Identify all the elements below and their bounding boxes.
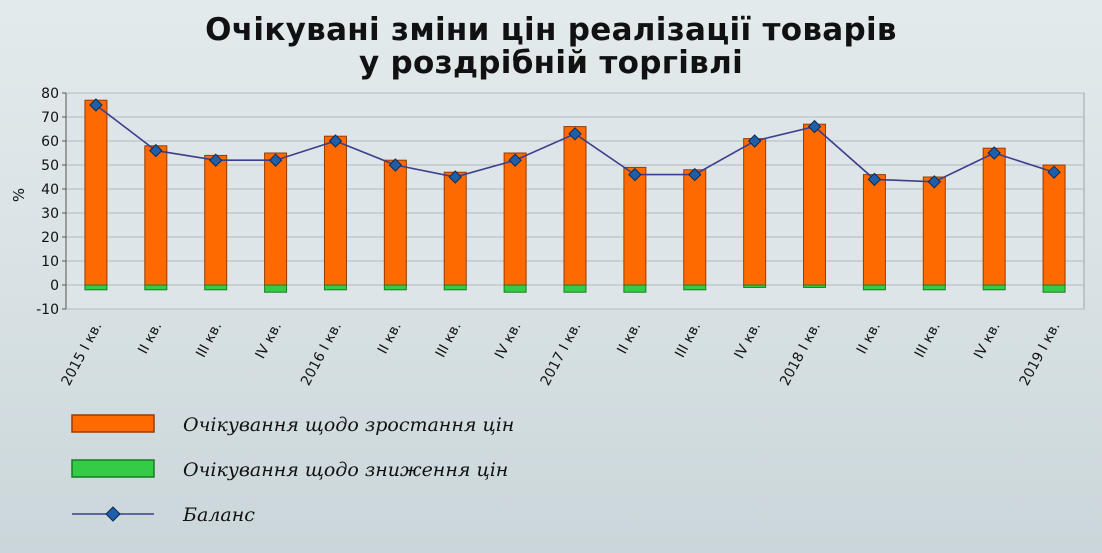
y-tick-label: -10 [36,302,59,318]
x-tick-label: III кв. [193,319,225,360]
bar-growth [623,166,647,286]
x-tick-label: 2017 I кв. [538,319,585,388]
balance-point [747,134,762,148]
legend-label-decline: Очікування щодо зниження цін [183,459,508,481]
bar-decline [383,284,407,291]
bar-decline [922,284,946,291]
balance-point [807,119,822,134]
bar-growth [803,123,827,286]
y-tick-label: 10 [41,254,59,270]
x-tick-label: II кв. [375,319,405,356]
chart-title: Очікувані зміни цін реалізації товарів у… [0,14,1102,80]
bar-growth [264,152,288,286]
x-tick-label: IV кв. [971,319,1004,361]
y-tick-label: 80 [41,86,59,102]
y-axis-label: % [10,188,28,202]
bar-decline [84,284,108,291]
balance-point [987,146,1001,160]
bar-decline [503,284,527,293]
balance-point [628,167,642,182]
x-tick-label: III кв. [433,319,465,360]
bar-growth [204,154,228,286]
x-tick-label: II кв. [135,319,165,356]
balance-point [927,175,942,189]
bar-decline [264,284,288,293]
x-tick-label: 2019 I кв. [1017,319,1064,388]
balance-point [89,98,103,112]
bar-decline [563,284,587,293]
bar-decline [204,284,228,291]
bar-growth [1042,164,1066,286]
x-tick-label: 2016 I кв. [298,319,345,388]
balance-point [1047,165,1061,179]
bar-growth [743,138,767,286]
bar-decline [623,284,647,293]
bar-decline [803,284,827,288]
balance-point [568,127,582,141]
bar-decline [862,284,886,291]
balance-point [388,158,403,172]
bar-decline [743,284,767,288]
x-tick-label: 2018 I кв. [777,319,824,388]
balance-point [448,170,462,184]
x-tick-label: 2015 I кв. [59,319,106,388]
legend-marker-balance [105,506,121,522]
bar-growth [443,171,467,286]
balance-point [208,153,223,167]
bar-growth [503,152,527,286]
bar-growth [862,174,886,286]
x-tick-label: IV кв. [732,319,765,361]
balance-point [688,167,702,182]
y-tick-label: 40 [41,182,59,198]
x-tick-label: III кв. [912,319,944,360]
bar-growth [144,145,168,286]
bar-growth [982,147,1006,286]
legend-label-growth: Очікування щодо зростання цін [183,414,514,436]
bar-growth [323,135,347,286]
y-tick-label: 60 [41,134,59,150]
balance-point [268,153,283,167]
legend-label-balance: Баланс [182,504,255,526]
bar-growth [922,176,946,286]
bar-growth [84,99,108,286]
balance-point [328,134,343,148]
balance-point [508,153,522,167]
y-tick-label: 50 [41,158,59,174]
bar-decline [144,284,168,291]
y-tick-label: 0 [50,278,59,294]
x-tick-label: II кв. [614,319,644,356]
y-tick-label: 30 [41,206,59,222]
y-tick-label: 70 [41,110,59,126]
x-tick-label: III кв. [672,319,704,360]
y-tick-label: 20 [41,230,59,246]
bar-decline [443,284,467,291]
legend-swatch-decline [71,459,155,478]
bar-growth [383,159,407,286]
bar-decline [982,284,1006,291]
x-tick-label: IV кв. [492,319,525,361]
chart-title-line2: у роздрібній торгівлі [358,45,744,81]
x-tick-label: IV кв. [253,319,286,361]
bar-decline [683,284,707,291]
x-tick-label: II кв. [854,319,884,356]
balance-point [149,143,163,158]
balance-point [867,172,882,187]
legend-swatch-growth [71,414,155,433]
bar-growth [683,169,707,286]
chart-title-line1: Очікувані зміни цін реалізації товарів [205,12,897,48]
bar-decline [1042,284,1066,293]
bar-growth [563,126,587,286]
bar-decline [323,284,347,291]
